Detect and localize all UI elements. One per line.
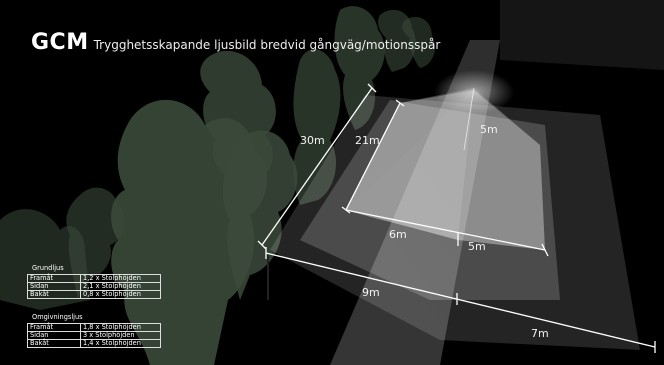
subtitle: Trygghetsskapande ljusbild bredvid gångv… (93, 38, 441, 52)
legend-key: Framåt (27, 322, 81, 332)
table-row: Sidan 2,1 x Stolphöjden (27, 281, 161, 291)
light-distribution (270, 70, 640, 350)
dimension-label-6m: 6m (389, 228, 407, 241)
legend-omgivningsljus: Omgivningsljus Framåt 1,8 x Stolphöjden … (27, 314, 161, 348)
legend-key: Sidan (27, 330, 81, 340)
foliage-silhouettes (0, 6, 436, 365)
dimension-label-side-5m: 5m (468, 240, 486, 253)
legend-value: 0,8 x Stolphöjden (80, 289, 161, 299)
brand-title: GCM (31, 30, 89, 55)
dimension-label-height-5m: 5m (480, 123, 498, 136)
legend-value: 1,8 x Stolphöjden (80, 322, 161, 332)
legend-value: 1,4 x Stolphöjden (80, 338, 161, 348)
legend-key: Bakåt (27, 338, 81, 348)
legend-heading: Omgivningsljus (32, 313, 83, 321)
legend-table: Framåt 1,8 x Stolphöjden Sidan 3 x Stolp… (27, 322, 161, 348)
dimension-label-9m: 9m (362, 286, 380, 299)
legend-value: 1,2 x Stolphöjden (80, 273, 161, 283)
legend-key: Sidan (27, 281, 81, 291)
table-row: Bakåt 1,4 x Stolphöjden (27, 338, 161, 348)
table-row: Sidan 3 x Stolphöjden (27, 330, 161, 340)
legend-table: Framåt 1,2 x Stolphöjden Sidan 2,1 x Sto… (27, 273, 161, 299)
walking-path (330, 0, 664, 365)
table-row: Bakåt 0,8 x Stolphöjden (27, 289, 161, 299)
dimension-lines (257, 83, 656, 353)
legend-value: 2,1 x Stolphöjden (80, 281, 161, 291)
legend-value: 3 x Stolphöjden (80, 330, 161, 340)
dimension-label-7m: 7m (531, 327, 549, 340)
legend-key: Framåt (27, 273, 81, 283)
dimension-label-21m: 21m (355, 134, 380, 147)
table-row: Framåt 1,8 x Stolphöjden (27, 322, 161, 332)
table-row: Framåt 1,2 x Stolphöjden (27, 273, 161, 283)
title-block: GCM Trygghetsskapande ljusbild bredvid g… (31, 30, 440, 55)
dimension-label-30m: 30m (300, 134, 325, 147)
legend-heading: Grundljus (32, 264, 64, 272)
legend-grundljus: Grundljus Framåt 1,2 x Stolphöjden Sidan… (27, 265, 161, 299)
legend-key: Bakåt (27, 289, 81, 299)
